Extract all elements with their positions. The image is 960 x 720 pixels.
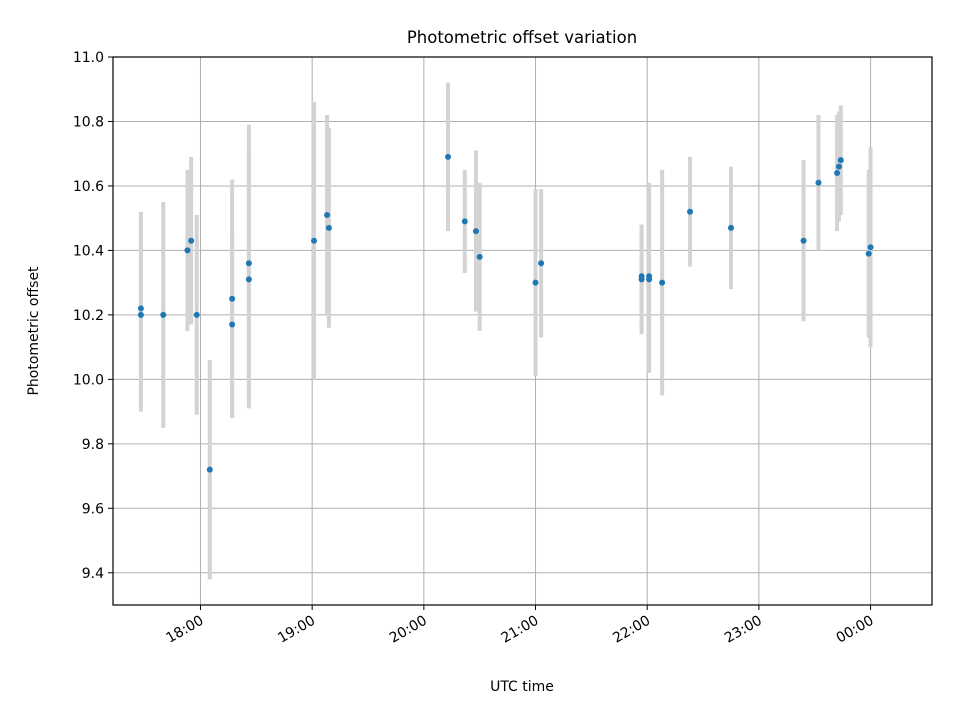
- data-point: [835, 163, 842, 170]
- plot-area-frame: [112, 56, 933, 606]
- data-point: [229, 321, 236, 328]
- data-point: [646, 276, 653, 283]
- data-point: [659, 279, 666, 286]
- data-point: [834, 170, 841, 177]
- data-point: [867, 244, 874, 251]
- y-tick-label: 9.8: [82, 437, 104, 453]
- y-tick-label: 10.4: [73, 243, 104, 259]
- data-point: [476, 253, 483, 260]
- y-tick-label: 10.8: [73, 114, 104, 130]
- data-point: [188, 237, 195, 244]
- chart-title: Photometric offset variation: [407, 28, 637, 47]
- x-axis-label: UTC time: [490, 679, 554, 695]
- data-point: [160, 311, 167, 318]
- y-tick-label: 10.6: [73, 179, 104, 195]
- y-tick-label: 9.4: [82, 566, 104, 582]
- data-point: [472, 228, 479, 235]
- y-axis-label: Photometric offset: [26, 266, 42, 396]
- data-point: [727, 224, 734, 231]
- data-point: [193, 311, 200, 318]
- data-point: [532, 279, 539, 286]
- data-point: [638, 276, 645, 283]
- data-point: [137, 305, 144, 312]
- data-point: [311, 237, 318, 244]
- data-point: [325, 224, 332, 231]
- data-point: [538, 260, 545, 267]
- data-point: [461, 218, 468, 225]
- data-point: [445, 153, 452, 160]
- data-point: [815, 179, 822, 186]
- y-tick-label: 10.0: [73, 372, 104, 388]
- data-point: [184, 247, 191, 254]
- data-point: [206, 466, 213, 473]
- data-point: [837, 157, 844, 164]
- data-point: [687, 208, 694, 215]
- y-tick-label: 9.6: [82, 501, 104, 517]
- data-points: [137, 153, 874, 473]
- data-point: [800, 237, 807, 244]
- data-point: [137, 311, 144, 318]
- y-tick-label: 11.0: [73, 50, 104, 66]
- data-point: [245, 276, 252, 283]
- data-point: [245, 260, 252, 267]
- y-tick-label: 10.2: [73, 308, 104, 324]
- data-point: [324, 211, 331, 218]
- data-point: [229, 295, 236, 302]
- data-point: [865, 250, 872, 257]
- y-axis-ticks: 9.4 9.6 9.8 10.0 10.2 10.4 10.6 10.8 11.0: [73, 50, 113, 582]
